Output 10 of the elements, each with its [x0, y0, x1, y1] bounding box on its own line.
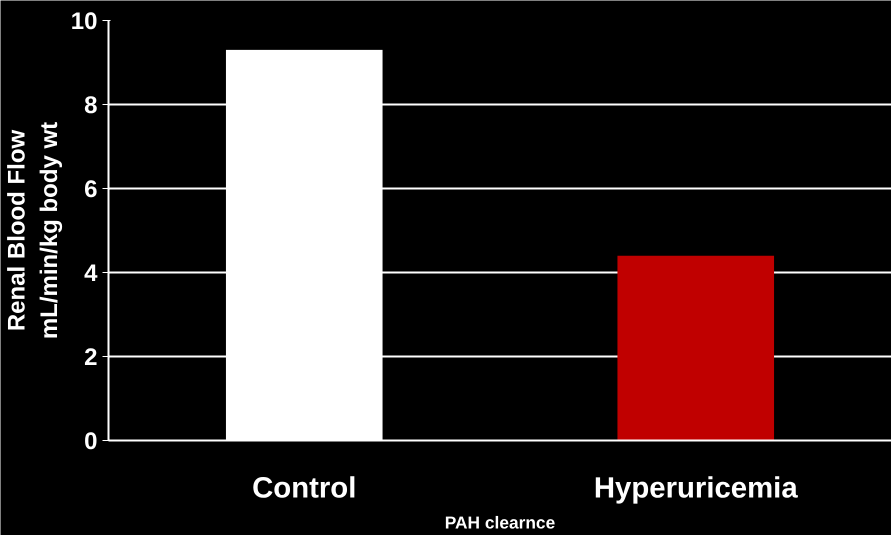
- y-tick-label: 8: [84, 92, 98, 119]
- y-tick-label: 4: [84, 260, 98, 287]
- y-axis-title: Renal Blood Flow mL/min/kg body wt: [3, 122, 63, 340]
- x-axis-title: PAH clearnce: [444, 512, 556, 532]
- y-tick-label: 10: [70, 8, 98, 35]
- y-tick-label: 2: [84, 344, 98, 371]
- y-tick-label: 0: [84, 428, 98, 455]
- y-tick-label: 6: [84, 176, 98, 203]
- x-tick-label: Control: [252, 472, 356, 504]
- x-tick-label: Hyperuricemia: [594, 472, 798, 504]
